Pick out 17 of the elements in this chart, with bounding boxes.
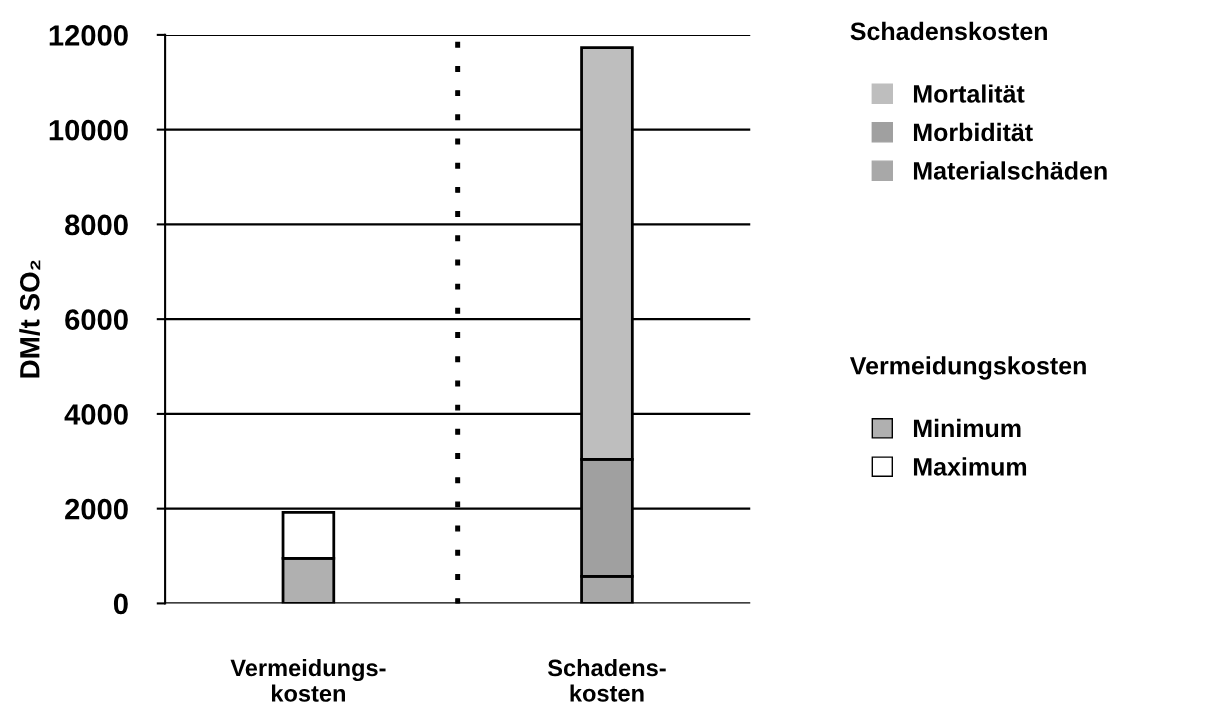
y-tick-label: 0	[113, 593, 128, 615]
text: Vermeidungskosten	[849, 356, 1086, 380]
y-tick-label: 2000	[65, 498, 128, 520]
y-axis-title: DM/t SO₂	[19, 260, 41, 378]
text: Schadenskosten	[850, 21, 1047, 41]
y-tick-label: 12000	[49, 25, 128, 46]
y-tick-label: 10000	[49, 119, 128, 141]
legend-label: Maximum	[913, 457, 1027, 476]
legend-label: Morbidität	[913, 122, 1033, 142]
y-tick-label: 8000	[65, 214, 128, 236]
x-tick-label: Vermeidungs- kosten	[230, 658, 386, 702]
x-tick-label: Schadens- kosten	[547, 658, 666, 702]
y-tick-label: 4000	[64, 404, 128, 425]
legend-label: Mortalität	[913, 84, 1025, 103]
y-tick-label: 6000	[65, 309, 128, 331]
legend-label: Minimum	[913, 418, 1021, 438]
legend-label: Materialschäden	[913, 161, 1107, 180]
